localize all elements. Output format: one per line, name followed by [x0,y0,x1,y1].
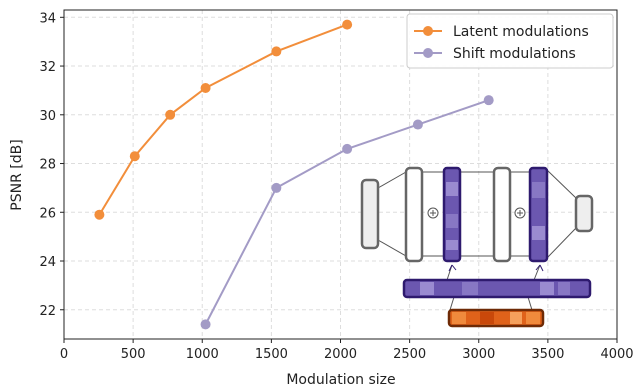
legend-label-latent: Latent modulations [453,24,589,40]
x-tick-label: 2500 [393,347,426,362]
legend-label-shift: Shift modulations [453,46,576,62]
data-point [342,143,353,154]
data-point [94,209,105,220]
x-tick-label: 3000 [462,347,495,362]
y-tick-label: 28 [39,158,56,173]
y-tick-label: 22 [39,304,56,319]
data-point [129,151,140,162]
x-tick-label: 1000 [186,347,219,362]
x-tick-label: 500 [121,347,146,362]
legend-marker-latent [423,26,433,36]
series-layer [94,19,494,330]
y-axis-label: PSNR [dB] [9,139,25,210]
axis-ticks: 0 500 1000 1500 2000 2500 3000 3500 4000 22 24 26 28… [39,11,633,362]
y-tick-label: 30 [39,109,56,124]
data-point [342,19,353,30]
x-tick-label: 0 [60,347,68,362]
x-axis-label: Modulation size [286,372,395,386]
data-point [200,319,211,330]
legend: Latent modulations Shift modulations [406,13,614,69]
legend-marker-shift [423,48,433,58]
data-point [483,95,494,106]
series-line-0 [98,23,348,216]
x-tick-label: 2000 [324,347,357,362]
y-tick-label: 24 [39,255,56,270]
x-tick-label: 1500 [255,347,288,362]
data-point [271,46,282,57]
x-tick-label: 3500 [531,347,564,362]
y-tick-label: 26 [39,206,56,221]
data-point [412,119,423,130]
x-tick-label: 4000 [600,347,633,362]
y-tick-label: 32 [39,60,56,75]
data-point [200,82,211,93]
data-point [165,109,176,120]
y-tick-label: 34 [39,11,56,26]
network-schematic-illustration [360,166,594,328]
data-point [271,182,282,193]
